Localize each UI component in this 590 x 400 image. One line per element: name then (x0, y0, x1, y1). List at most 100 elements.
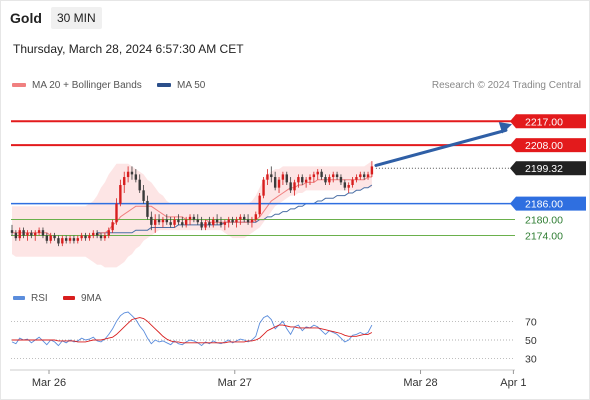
candle-body (297, 177, 300, 183)
candle-body (351, 179, 354, 186)
candle-body (312, 174, 316, 178)
candle-body (34, 232, 37, 236)
candle-body (45, 235, 49, 241)
level-label: 2199.32 (525, 163, 563, 175)
level-label: 2208.00 (525, 140, 563, 152)
candle-body (239, 216, 242, 220)
chart-credit: Research © 2024 Trading Central (431, 80, 581, 91)
candle-body (355, 177, 358, 180)
candle-body (243, 216, 246, 220)
candle-body (227, 219, 230, 223)
legend-rsi-label: RSI (31, 293, 48, 304)
candle-body (115, 203, 118, 223)
candle-body (150, 216, 153, 225)
candle-body (254, 214, 258, 220)
candle-body (57, 238, 60, 244)
candle-body (64, 238, 68, 241)
candle-body (126, 171, 130, 178)
candle-body (231, 219, 234, 223)
candle-body (111, 222, 114, 231)
candle-body (177, 219, 180, 223)
x-tick-label: Mar 26 (32, 377, 66, 389)
rsi-ma-line (12, 317, 373, 344)
rsi-tick-label: 50 (525, 335, 537, 347)
candle-body (215, 219, 219, 223)
level-tag-pointer (510, 114, 516, 129)
candle-body (14, 232, 18, 239)
candle-body (142, 190, 145, 201)
candle-body (10, 230, 14, 233)
candle-body (281, 174, 285, 180)
candle-body (301, 177, 304, 183)
candle-body (165, 219, 168, 223)
candle-body (41, 230, 45, 236)
candle-body (204, 222, 207, 228)
level-tag-pointer (510, 161, 516, 176)
candle-body (95, 232, 99, 236)
candle-body (273, 177, 277, 188)
candle-body (173, 219, 176, 225)
candle-body (157, 219, 161, 223)
candle-body (169, 222, 172, 225)
candle-body (18, 230, 21, 239)
candle-body (335, 174, 339, 178)
candle-body (53, 235, 56, 239)
level-tag-pointer (510, 196, 516, 211)
candle-body (347, 185, 350, 188)
candle-body (289, 182, 292, 191)
legend-ma50: MA 50 (157, 80, 205, 91)
candle-body (200, 222, 203, 228)
candle-body (30, 232, 33, 236)
candle-body (37, 230, 41, 233)
candle-body (103, 235, 107, 239)
chart-header: Gold 30 MIN (0, 0, 590, 34)
candle-body (339, 177, 343, 183)
x-tick-label: Apr 1 (500, 377, 526, 389)
rsi-swatch (13, 296, 25, 301)
legend-rsi-ma: 9MA (63, 293, 102, 304)
legend-rsi: RSI (13, 293, 48, 304)
level-tag-resistance (516, 114, 586, 129)
candle-body (196, 219, 199, 223)
candle-body (332, 174, 335, 178)
candle-body (76, 238, 79, 241)
level-tag-pointer (510, 138, 516, 153)
candle-body (181, 222, 184, 225)
candle-body (184, 219, 188, 225)
candle-body (258, 195, 261, 215)
candle-body (219, 222, 223, 225)
candle-body (208, 222, 211, 225)
candle-body (266, 174, 269, 180)
candle-body (80, 235, 83, 239)
candle-body (277, 179, 281, 188)
candle-body (61, 238, 64, 244)
candle-body (22, 230, 25, 236)
candle-body (223, 222, 227, 225)
forecast-arrow (374, 128, 508, 167)
candle-body (270, 174, 273, 178)
candle-body (316, 171, 319, 175)
candle-body (161, 219, 165, 223)
interval-selector[interactable]: 30 MIN (51, 7, 102, 29)
candle-body (123, 177, 126, 186)
instrument-title: Gold (10, 10, 42, 26)
candle-body (370, 166, 374, 175)
candle-body (107, 230, 110, 236)
legend-ma20-label: MA 20 + Bollinger Bands (32, 80, 142, 91)
candle-body (308, 177, 312, 180)
candle-body (293, 182, 296, 191)
candle-body (235, 219, 238, 223)
level-tag-current (516, 161, 586, 176)
candle-body (324, 177, 327, 183)
ma20-swatch (12, 83, 26, 88)
candle-body (146, 200, 149, 217)
candle-body (72, 238, 76, 241)
level-label: 2186.00 (525, 199, 563, 211)
candle-body (246, 219, 250, 223)
candle-body (320, 171, 323, 178)
x-tick-label: Mar 27 (218, 377, 252, 389)
candle-body (359, 174, 362, 178)
candle-body (250, 219, 254, 223)
candle-body (119, 185, 122, 204)
